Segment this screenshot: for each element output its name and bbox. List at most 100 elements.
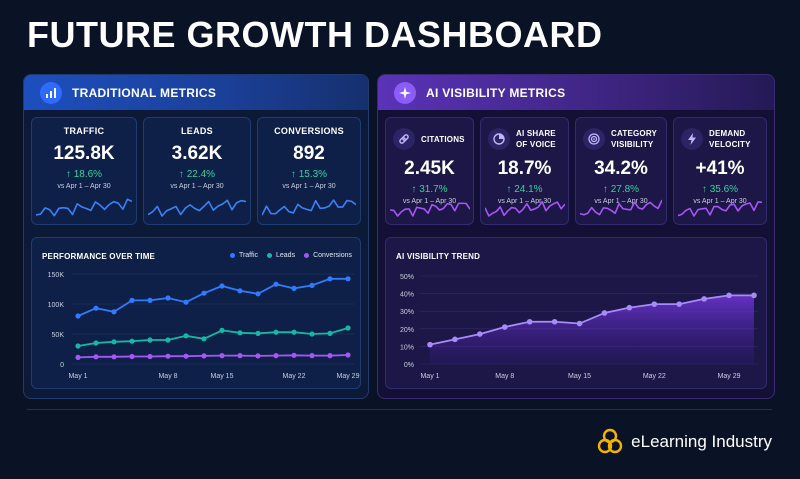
data-point: [309, 282, 315, 288]
y-tick-label: 30%: [400, 309, 414, 316]
x-tick-label: May 8: [495, 373, 514, 380]
data-point: [129, 297, 135, 303]
pie-icon: [488, 128, 510, 150]
card-delta: ↑ 35.6%: [701, 184, 739, 195]
legend-item-leads: Leads: [267, 252, 295, 259]
data-point: [327, 276, 333, 282]
leads-sparkline: [148, 199, 246, 217]
performance-chart-plot: 0 50K 100K 150K May 1 May 8 May 15 May 22 May 29: [48, 272, 360, 380]
data-point: [255, 291, 261, 297]
card-label: TRAFFIC: [63, 126, 105, 136]
conversions-card[interactable]: CONVERSIONS 892 ↑ 15.3% vs Apr 1 – Apr 3…: [257, 117, 361, 225]
link-icon: [393, 128, 415, 150]
ai-share-of-voice-card[interactable]: AI SHARE OF VOICE 18.7% ↑ 24.1% vs Apr 1 …: [480, 117, 569, 225]
card-label-line1: CATEGORY: [611, 129, 658, 138]
y-tick-label: 20%: [400, 327, 414, 334]
data-point: [309, 331, 315, 337]
data-point: [551, 318, 558, 325]
data-point: [751, 292, 757, 299]
data-point: [273, 353, 279, 359]
ai-visibility-panel: AI VISIBILITY METRICS CITATIONS 2.45K ↑ …: [377, 74, 775, 399]
card-value: 2.45K: [404, 158, 455, 179]
legend-label: Traffic: [238, 252, 258, 259]
citations-card[interactable]: CITATIONS 2.45K ↑ 31.7% vs Apr 1 – Apr 3…: [385, 117, 474, 225]
page-title: FUTURE GROWTH DASHBOARD: [27, 14, 603, 55]
data-point: [701, 296, 707, 302]
card-delta: ↑ 27.8%: [602, 184, 640, 195]
chart-legend: Traffic Leads Conversions: [221, 252, 352, 259]
data-point: [345, 352, 351, 358]
ai-visibility-header: AI VISIBILITY METRICS: [378, 75, 774, 110]
chart-title: AI VISIBILITY TREND: [396, 252, 481, 261]
data-point: [345, 325, 351, 331]
card-period: vs Apr 1 – Apr 30: [57, 183, 111, 190]
card-period: vs Apr 1 – Apr 30: [693, 198, 747, 205]
data-point: [201, 353, 207, 359]
card-delta: ↑ 22.4%: [178, 169, 216, 180]
y-tick-label: 100K: [48, 302, 65, 309]
data-point: [93, 305, 99, 311]
x-tick-label: May 8: [158, 373, 177, 380]
data-point: [255, 353, 261, 359]
data-point: [201, 290, 207, 296]
data-point: [111, 339, 117, 345]
data-point: [601, 310, 608, 316]
x-tick-label: May 29: [337, 373, 360, 380]
brand-logo-icon: [597, 428, 623, 454]
x-tick-label: May 22: [643, 373, 666, 380]
card-period: vs Apr 1 – Apr 30: [497, 198, 552, 205]
card-value: +41%: [695, 158, 745, 179]
bolt-icon: [681, 128, 703, 150]
x-tick-label: May 22: [283, 373, 306, 380]
x-tick-label: May 29: [718, 373, 741, 380]
data-point: [309, 353, 315, 359]
ai-visibility-trend-chart: 0% 10% 20% 30% 40% 50% May 1 May 8 May 15 May 22 M…: [385, 237, 767, 389]
data-point: [201, 336, 207, 342]
data-point: [626, 304, 633, 311]
card-label: CITATIONS: [421, 134, 465, 145]
card-label: DEMAND VELOCITY: [709, 128, 751, 150]
card-header: DEMAND VELOCITY: [674, 118, 766, 152]
series-line-leads: [77, 327, 349, 347]
traffic-card[interactable]: TRAFFIC 125.8K ↑ 18.6% vs Apr 1 – Apr 30: [31, 117, 137, 225]
card-label-line1: CITATIONS: [421, 134, 465, 144]
card-label-line2: VELOCITY: [709, 140, 751, 149]
card-period: vs Apr 1 – Apr 30: [402, 198, 457, 205]
data-point: [75, 354, 81, 360]
demand-velocity-card[interactable]: DEMAND VELOCITY +41% ↑ 35.6% vs Apr 1 – A…: [673, 117, 767, 225]
data-point: [147, 297, 153, 303]
sparkline-path: [36, 198, 132, 217]
data-point: [676, 301, 683, 307]
legend-dot: [229, 253, 235, 258]
data-point: [291, 285, 297, 291]
card-delta: ↑ 18.6%: [65, 169, 103, 180]
area-fill: [430, 295, 754, 364]
category-visibility-card[interactable]: CATEGORY VISIBILITY 34.2% ↑ 27.8% vs Apr …: [575, 117, 667, 225]
y-tick-label: 50%: [400, 274, 414, 281]
leads-card[interactable]: LEADS 3.62K ↑ 22.4% vs Apr 1 – Apr 30: [143, 117, 251, 225]
card-value: 34.2%: [594, 158, 648, 179]
data-point: [111, 354, 117, 360]
data-point: [183, 353, 189, 359]
sparkline-path: [485, 200, 565, 217]
data-point: [219, 283, 225, 289]
target-icon: [583, 128, 605, 150]
data-point: [165, 337, 171, 343]
data-point: [237, 288, 243, 294]
data-point: [273, 281, 279, 287]
card-period: vs Apr 1 – Apr 30: [170, 183, 224, 190]
card-period: vs Apr 1 – Apr 30: [594, 198, 648, 205]
y-tick-label: 10%: [400, 344, 414, 351]
card-label-line2: VISIBILITY: [611, 140, 654, 149]
data-point: [129, 338, 135, 344]
performance-chart: 0 50K 100K 150K May 1 May 8 May 15 May 22 May 29…: [31, 237, 361, 389]
traditional-metrics-header: TRADITIONAL METRICS: [24, 75, 368, 110]
brand[interactable]: eLearning Industry: [597, 428, 772, 456]
data-point: [501, 324, 508, 330]
data-point: [165, 295, 171, 301]
data-point: [273, 329, 279, 335]
data-point: [93, 354, 99, 360]
data-point: [129, 353, 135, 360]
data-point: [219, 327, 225, 333]
data-point: [147, 353, 153, 360]
